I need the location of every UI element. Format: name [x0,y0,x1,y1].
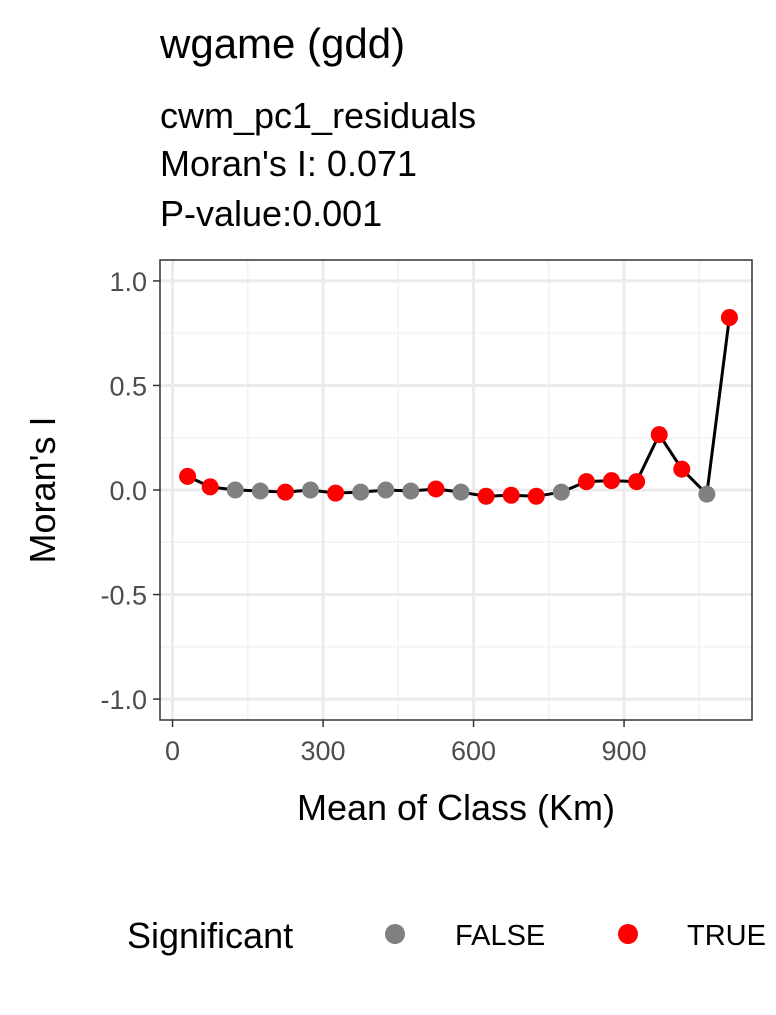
data-point-significant [650,426,668,444]
data-point-significant [673,460,691,478]
data-point-significant [527,487,545,505]
data-point-significant [201,478,219,496]
data-point-significant [276,483,294,501]
data-point-significant [477,487,495,505]
chart-subtitle-morans-i: Moran's I: 0.071 [160,143,418,184]
x-tick-label: 900 [602,736,647,766]
series-line [186,317,731,498]
x-tick-label: 600 [451,736,496,766]
axis-ticks: 0 300 600 900 1.0 0.5 0.0 -0.5 -1.0 [100,267,646,766]
legend-key-false [385,924,405,944]
data-point-not-significant [352,483,370,501]
data-point-significant [577,473,595,491]
data-point-significant [720,309,738,326]
x-tick-label: 0 [165,736,180,766]
legend-label-false: FALSE [455,920,545,952]
data-point-not-significant [251,482,269,500]
legend-label-true: TRUE [687,920,766,952]
data-point-not-significant [226,481,244,499]
legend-key-true [618,924,638,944]
data-point-significant [628,473,646,491]
chart-title: wgame (gdd) [160,20,406,67]
data-point-significant [502,486,520,504]
legend: Significant FALSE TRUE [127,915,766,956]
x-axis-title: Mean of Class (Km) [297,787,615,828]
data-point-not-significant [452,483,470,501]
y-tick-label: 0.0 [109,476,147,506]
chart-subtitle-variable: cwm_pc1_residuals [160,95,477,136]
y-tick-label: -0.5 [100,581,147,611]
chart-subtitle-p-value: P-value:0.001 [160,193,383,234]
y-tick-label: 0.5 [109,371,147,401]
data-point-not-significant [698,485,716,503]
x-tick-label: 300 [301,736,346,766]
data-point-not-significant [552,483,570,501]
y-tick-label: -1.0 [100,685,147,715]
data-point-not-significant [302,481,320,499]
data-point-not-significant [402,482,420,500]
legend-title: Significant [127,915,293,956]
data-point-significant [179,467,197,485]
data-point-not-significant [377,481,395,499]
y-axis-title: Moran's I [22,417,63,564]
data-point-significant [427,480,445,498]
data-points [179,309,738,505]
data-point-significant [327,484,345,502]
data-point-significant [603,472,621,490]
y-tick-label: 1.0 [109,267,147,297]
